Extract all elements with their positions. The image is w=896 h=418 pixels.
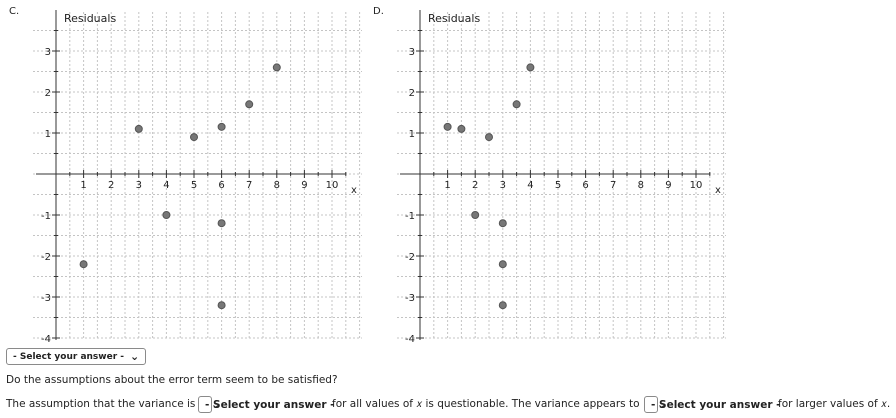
variance-text-part1: The assumption that the variance is — [6, 398, 196, 410]
data-point — [498, 301, 507, 310]
variance-select-1[interactable]: - Select your answer - ⌄ — [198, 396, 335, 413]
y-tick-label: 1 — [409, 129, 415, 140]
answer-select[interactable]: - Select your answer - ⌄ — [6, 348, 147, 365]
x-tick-label: 4 — [163, 180, 169, 191]
chevron-down-icon: ⌄ — [130, 350, 140, 363]
y-tick-label: 3 — [409, 47, 415, 58]
x-axis-title: x — [351, 185, 357, 196]
data-point — [526, 63, 535, 72]
data-point — [443, 122, 452, 131]
data-point — [190, 133, 198, 142]
data-point — [512, 100, 521, 109]
data-point — [134, 124, 143, 133]
panel-label: C. — [9, 6, 19, 17]
y-tick-label: -1 — [405, 211, 415, 222]
x-tick-label: 9 — [301, 180, 307, 191]
x-tick-label: 3 — [136, 180, 142, 191]
x-tick-label: 7 — [246, 180, 252, 191]
x-tick-label: 2 — [108, 180, 114, 191]
x-tick-label: 8 — [274, 180, 280, 191]
answer-select-label: - Select your answer - — [13, 351, 125, 362]
y-tick-label: 1 — [45, 129, 51, 140]
x-tick-label: 6 — [218, 180, 224, 191]
y-tick-label: -1 — [41, 211, 51, 222]
panel-label: D. — [373, 6, 384, 17]
y-axis-title: Residuals — [428, 12, 480, 25]
residual-plot-c: C. Residuals x 1 2 3 4 5 6 7 8 9 10 -4 -3 -2 -1 1 2 3 — [9, 6, 362, 345]
x-axis-title: x — [715, 185, 721, 196]
data-point — [485, 133, 493, 142]
x-tick-label: 1 — [444, 180, 450, 191]
data-point — [457, 124, 466, 133]
data-point — [245, 100, 254, 109]
x-tick-label: 7 — [610, 180, 616, 191]
x-tick-label: 3 — [500, 180, 506, 191]
y-axis-title: Residuals — [64, 12, 116, 25]
data-point — [217, 122, 226, 131]
x-tick-label: 2 — [472, 180, 478, 191]
x-tick-label: 6 — [582, 180, 588, 191]
y-tick-label: -4 — [405, 334, 415, 345]
y-tick-label: -3 — [405, 293, 415, 304]
variance-select-1-label: - Select your answer - — [205, 398, 335, 411]
x-tick-label: 5 — [191, 180, 197, 191]
data-point — [217, 219, 226, 228]
data-point — [79, 260, 88, 269]
x-tick-label: 4 — [527, 180, 533, 191]
question-text: Do the assumptions about the error term … — [6, 374, 338, 386]
y-tick-label: -2 — [41, 252, 51, 263]
variance-select-2-label: - Select your answer - — [651, 398, 781, 411]
y-tick-label: -3 — [41, 293, 51, 304]
x-tick-label: 1 — [80, 180, 86, 191]
variance-text-part3: for larger values of 𝑥. — [778, 398, 891, 410]
y-tick-label: -4 — [41, 334, 51, 345]
variance-select-2[interactable]: - Select your answer - ⌄ — [644, 396, 781, 413]
y-tick-label: 2 — [45, 88, 51, 99]
data-point — [217, 301, 226, 310]
variance-text-part2: for all values of 𝑥 is questionable. The… — [332, 398, 640, 410]
data-point — [272, 63, 281, 72]
x-tick-label: 10 — [690, 180, 703, 191]
residual-plot-d: D. Residuals x 1 2 3 4 5 6 7 8 9 10 -4 -3 -2 -1 1 2 3 — [373, 6, 726, 345]
y-tick-label: -2 — [405, 252, 415, 263]
data-point — [498, 219, 507, 228]
y-tick-label: 3 — [45, 47, 51, 58]
y-tick-label: 2 — [409, 88, 415, 99]
data-point — [471, 211, 480, 219]
x-tick-label: 10 — [326, 180, 339, 191]
chevron-down-icon: ⌄ — [211, 398, 221, 411]
data-point — [162, 211, 171, 219]
data-point — [498, 260, 507, 269]
x-tick-label: 8 — [638, 180, 644, 191]
chevron-down-icon: ⌄ — [657, 398, 667, 411]
x-tick-label: 9 — [665, 180, 671, 191]
x-tick-label: 5 — [555, 180, 561, 191]
